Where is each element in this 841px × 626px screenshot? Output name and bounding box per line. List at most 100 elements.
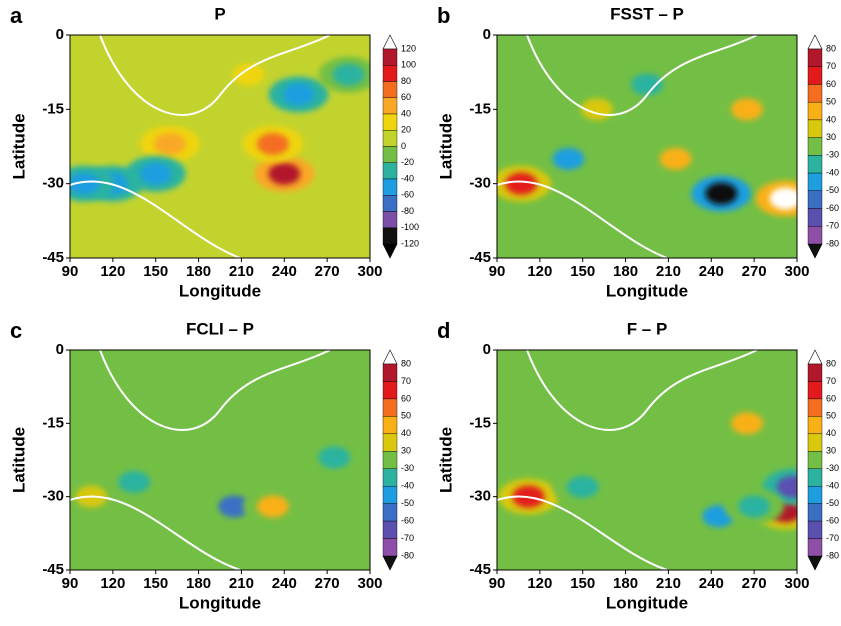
y-axis-label: Latitude <box>9 427 28 493</box>
field-core <box>505 172 538 195</box>
colorbar-bin <box>807 485 823 504</box>
panel-label: b <box>437 3 450 28</box>
contour-line <box>99 350 331 431</box>
colorbar-bin <box>807 398 823 417</box>
y-tick-label: 0 <box>56 341 64 358</box>
colorbar-bin <box>382 48 398 66</box>
field-core <box>566 475 599 498</box>
colorbar-label: 60 <box>401 92 411 102</box>
x-axis-label: Longitude <box>606 593 688 612</box>
colorbar-label: -60 <box>401 515 414 525</box>
colorbar-label: 40 <box>401 428 411 438</box>
colorbar-label: 50 <box>401 411 411 421</box>
field-core <box>731 98 763 121</box>
panel-title: F – P <box>627 319 668 338</box>
colorbar-bin <box>807 451 823 469</box>
colorbar-label: -70 <box>401 533 414 543</box>
y-axis-label: Latitude <box>436 113 455 179</box>
field-core <box>631 73 663 96</box>
x-tick-label: 210 <box>229 575 254 592</box>
field-core <box>118 471 151 493</box>
y-tick-label: -15 <box>469 100 491 117</box>
field <box>497 350 797 570</box>
panel-title: P <box>214 4 225 23</box>
field-core <box>232 63 265 86</box>
x-tick-label: 120 <box>100 263 125 280</box>
panel-label: a <box>10 3 23 28</box>
colorbar-bin <box>382 227 398 245</box>
x-axis-label: Longitude <box>606 281 688 300</box>
panel-title: FCLI – P <box>186 319 254 338</box>
field <box>497 35 797 258</box>
y-tick-label: -30 <box>42 175 64 192</box>
field-core <box>769 187 797 210</box>
colorbar-bin <box>807 208 823 227</box>
x-tick-label: 150 <box>143 263 168 280</box>
y-axis-label: Latitude <box>9 113 28 179</box>
x-tick-label: 180 <box>186 575 211 592</box>
field-core <box>218 495 251 518</box>
y-tick-label: -15 <box>469 414 491 431</box>
colorbar-bin <box>382 81 398 98</box>
panel-label: c <box>10 318 22 343</box>
y-tick-label: -15 <box>42 100 64 117</box>
colorbar-label: 60 <box>401 393 411 403</box>
colorbar-label: 70 <box>401 376 411 386</box>
colorbar-label: 80 <box>401 76 411 86</box>
colorbar-top <box>382 34 398 50</box>
x-tick-label: 180 <box>613 263 638 280</box>
colorbar-label: 40 <box>826 114 836 124</box>
field-core <box>318 446 351 469</box>
colorbar-top <box>807 34 823 50</box>
x-tick-label: 300 <box>784 263 809 280</box>
colorbar-bin <box>807 119 823 138</box>
y-tick-label: -15 <box>42 414 64 431</box>
field-core <box>659 147 692 170</box>
colorbar-label: -120 <box>401 238 419 248</box>
x-tick-label: 90 <box>62 263 79 280</box>
colorbar-bin <box>807 416 823 435</box>
colorbar-label: -40 <box>826 167 839 177</box>
colorbar-label: 40 <box>401 108 411 118</box>
colorbar-bin <box>382 416 398 435</box>
x-tick-label: 240 <box>699 263 724 280</box>
colorbar-label: -80 <box>401 550 414 560</box>
colorbar-label: -40 <box>401 481 414 491</box>
colorbar-label: -60 <box>826 515 839 525</box>
colorbar-bin <box>807 137 823 156</box>
colorbar-bin <box>382 538 398 557</box>
x-tick-label: 300 <box>357 263 382 280</box>
x-tick-label: 150 <box>143 575 168 592</box>
colorbar-bin <box>382 363 398 382</box>
field-core <box>332 63 365 86</box>
colorbar-label: -30 <box>826 463 839 473</box>
plot-frame <box>496 349 798 571</box>
field-core <box>705 182 738 205</box>
y-tick-label: -30 <box>469 175 491 192</box>
colorbar-label: 0 <box>401 141 406 151</box>
colorbar-bin <box>382 381 398 400</box>
x-axis-label: Longitude <box>179 593 261 612</box>
field-core <box>70 172 101 195</box>
x-tick-label: 210 <box>656 575 681 592</box>
colorbar-bin <box>382 113 398 131</box>
x-tick-label: 270 <box>315 263 340 280</box>
plot-background <box>497 350 797 570</box>
x-tick-label: 240 <box>699 575 724 592</box>
contour-line <box>526 350 758 431</box>
colorbar-label: -40 <box>401 173 414 183</box>
colorbar-top <box>382 349 398 365</box>
x-tick-label: 120 <box>527 263 552 280</box>
colorbar-bin <box>382 65 398 82</box>
colorbar-bin <box>382 503 398 522</box>
colorbar-bin <box>807 101 823 121</box>
x-tick-label: 240 <box>272 263 297 280</box>
colorbar-bin <box>382 195 398 212</box>
colorbar-label: 60 <box>826 79 836 89</box>
x-tick-label: 120 <box>527 575 552 592</box>
y-tick-label: -45 <box>469 561 491 578</box>
y-tick-label: -45 <box>42 249 64 266</box>
colorbar-bin <box>382 520 398 539</box>
colorbar-label: 60 <box>826 393 836 403</box>
colorbar-label: -70 <box>826 533 839 543</box>
